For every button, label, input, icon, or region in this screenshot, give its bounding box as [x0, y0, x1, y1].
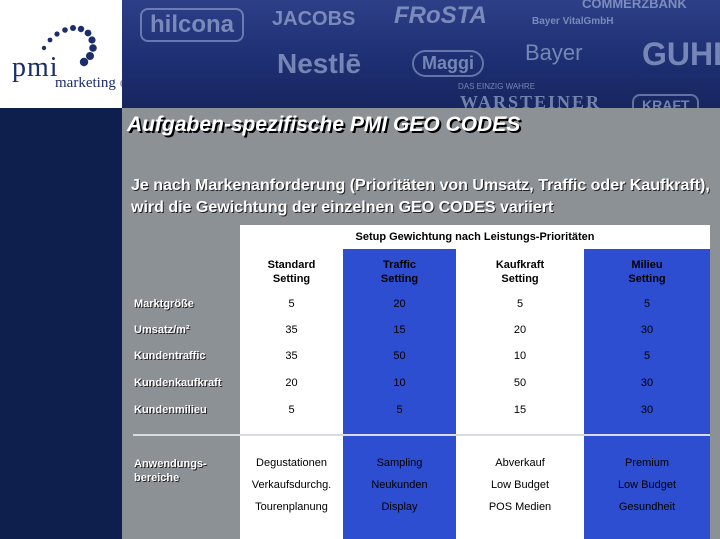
brand-logo: WARSTEINER: [460, 92, 602, 108]
table-cell: 15: [513, 404, 527, 416]
brand-logo: Bayer: [525, 40, 583, 65]
usage-cell: Low Budget: [617, 479, 677, 491]
usage-cell: Premium: [624, 457, 669, 469]
brand-logo: Nestlē: [277, 48, 362, 79]
table-cell: 5: [643, 298, 651, 310]
table-cell: 15: [393, 324, 406, 336]
column-header-line: Setting: [272, 273, 311, 285]
row-label: Kundentraffic: [134, 350, 206, 362]
row-label: Kundenmilieu: [134, 404, 207, 416]
brand-logo: JACOBS: [272, 8, 356, 30]
column-milieu-bg: [584, 249, 710, 539]
table-cell: 5: [288, 298, 295, 310]
table-cell: 50: [513, 377, 527, 389]
column-traffic-bg: [343, 249, 456, 539]
table-cell: 10: [393, 377, 406, 389]
column-header-line: Setting: [380, 273, 419, 285]
brand-logo: FRoSTA: [394, 2, 487, 29]
left-strip: [0, 140, 122, 539]
brand-logo: GUHL: [642, 36, 720, 72]
usage-label-line: Anwendungs-: [134, 458, 207, 470]
table-cell: 5: [396, 404, 403, 416]
table-cell: 30: [640, 324, 654, 336]
table-cell: 5: [516, 298, 524, 310]
brand-logo: hilcona: [140, 8, 245, 42]
brand-logo: COMMERZBANK: [582, 0, 687, 11]
column-header-line: Milieu: [631, 259, 663, 271]
usage-cell: Degustationen: [256, 457, 327, 469]
brand-logo: KRAFT: [632, 94, 700, 108]
column-header-line: Setting: [628, 273, 666, 285]
column-header-traffic: Traffic Setting: [343, 258, 456, 286]
usage-cell: Abverkauf: [495, 457, 545, 469]
table-header: Setup Gewichtung nach Leistungs-Prioritä…: [240, 225, 710, 249]
logo-text: pmi: [12, 52, 59, 83]
brand-logo: DAS EINZIG WAHRE: [458, 82, 536, 91]
title-band-grey: [122, 108, 720, 140]
column-header-kaufkraft: Kaufkraft Setting: [456, 258, 584, 286]
table-cell: 35: [285, 324, 298, 336]
column-header-milieu: Milieu Setting: [584, 258, 710, 286]
page-title: Aufgaben-spezifische PMI GEO CODES: [127, 113, 521, 136]
usage-cell: Low Budget: [490, 479, 550, 491]
logo-dots-icon: [41, 25, 97, 67]
column-header-standard: Standard Setting: [240, 258, 343, 286]
column-header-line: Kaufkraft: [495, 259, 545, 271]
brand-logo: Maggi: [412, 50, 484, 77]
usage-label-line: bereiche: [134, 472, 180, 484]
brand-banner: hilcona JACOBS FRoSTA COMMERZBANK Bayer …: [122, 0, 720, 108]
row-label: Kundenkaufkraft: [134, 377, 222, 389]
usage-cell: Gesundheit: [618, 501, 676, 513]
subtitle: Je nach Markenanforderung (Prioritäten v…: [131, 177, 710, 216]
usage-cell: Display: [381, 501, 418, 513]
table-cell: 5: [288, 404, 295, 416]
usage-cell: Neukunden: [371, 479, 428, 491]
usage-cell: Verkaufsdurchg.: [251, 479, 332, 491]
table-cell: 20: [285, 377, 298, 389]
usage-cell: Sampling: [376, 457, 423, 469]
pmi-logo: pmi: [0, 0, 122, 108]
column-standard-bg: [240, 249, 343, 539]
column-header-line: Setting: [501, 273, 539, 285]
column-header-line: Standard: [267, 259, 316, 271]
brand-logo: Bayer VitalGmbH: [532, 16, 614, 27]
table-cell: 20: [513, 324, 527, 336]
column-kaufkraft-bg: [456, 249, 584, 539]
table-cell: 20: [393, 298, 406, 310]
table-cell: 30: [640, 377, 654, 389]
usage-cell: POS Medien: [488, 501, 552, 513]
table-cell: 5: [643, 350, 651, 362]
usage-label: Anwendungs- bereiche: [134, 457, 207, 485]
table-cell: 30: [640, 404, 654, 416]
table-divider: [133, 434, 710, 436]
table-cell: 10: [513, 350, 527, 362]
header: pmi marketing communications hilcona JAC…: [0, 0, 720, 108]
usage-cell: Tourenplanung: [255, 501, 328, 513]
table-cell: 35: [285, 350, 298, 362]
table-cell: 50: [393, 350, 406, 362]
row-label: Umsatz/m²: [134, 324, 190, 336]
logo-sub-dark: marketing: [55, 75, 116, 91]
row-label: Marktgröße: [134, 298, 194, 310]
column-header-line: Traffic: [382, 259, 416, 271]
